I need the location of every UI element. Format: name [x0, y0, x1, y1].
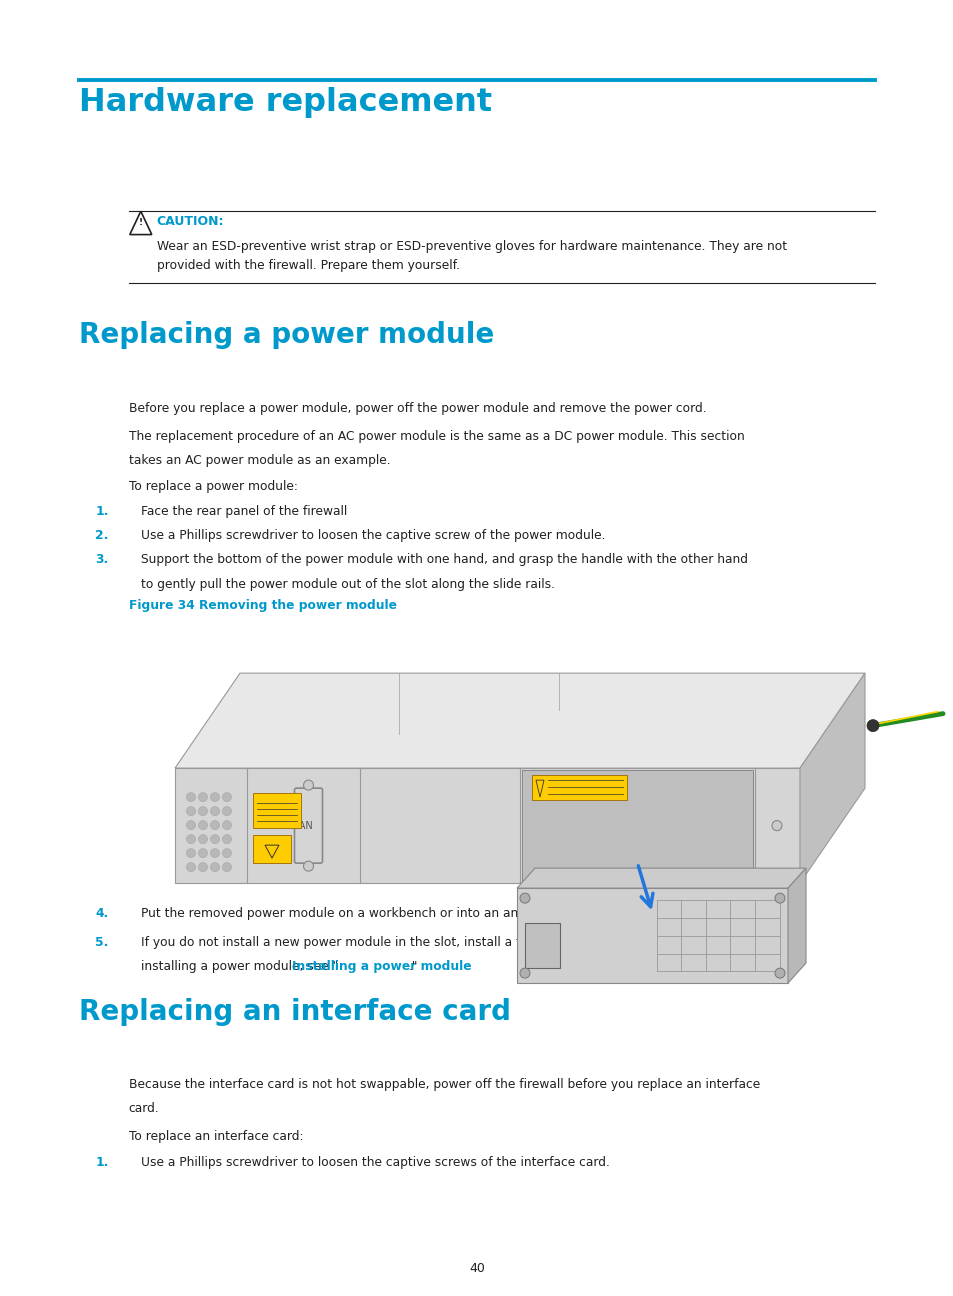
Text: card.: card.: [129, 1102, 159, 1115]
Circle shape: [211, 806, 219, 815]
Text: 4.: 4.: [95, 907, 109, 920]
Text: Put the removed power module on a workbench or into an antistatic bag.: Put the removed power module on a workbe…: [141, 907, 591, 920]
Text: Use a Phillips screwdriver to loosen the captive screws of the interface card.: Use a Phillips screwdriver to loosen the…: [141, 1156, 609, 1169]
Text: 1.: 1.: [95, 1156, 109, 1169]
Circle shape: [211, 820, 219, 829]
Circle shape: [198, 849, 208, 858]
Circle shape: [198, 820, 208, 829]
Text: PWR1: PWR1: [617, 885, 639, 894]
Circle shape: [198, 863, 208, 872]
Text: CAUTION:: CAUTION:: [156, 215, 224, 228]
Text: .": .": [409, 960, 418, 973]
Circle shape: [211, 863, 219, 872]
Text: Support the bottom of the power module with one hand, and grasp the handle with : Support the bottom of the power module w…: [141, 553, 747, 566]
Text: Use a Phillips screwdriver to loosen the captive screw of the power module.: Use a Phillips screwdriver to loosen the…: [141, 529, 605, 542]
Text: !: !: [138, 219, 143, 227]
Circle shape: [211, 793, 219, 802]
Polygon shape: [174, 673, 864, 769]
Text: Because the interface card is not hot swappable, power off the firewall before y: Because the interface card is not hot sw…: [129, 1078, 760, 1091]
Circle shape: [222, 863, 232, 872]
Circle shape: [198, 793, 208, 802]
Circle shape: [186, 835, 195, 844]
Text: FAN: FAN: [294, 820, 313, 831]
Polygon shape: [517, 868, 805, 888]
Circle shape: [774, 893, 784, 903]
Text: Replacing a power module: Replacing a power module: [79, 321, 494, 350]
Text: Figure 34 Removing the power module: Figure 34 Removing the power module: [129, 599, 396, 612]
Text: 3.: 3.: [95, 553, 109, 566]
Circle shape: [222, 793, 232, 802]
Text: Replacing an interface card: Replacing an interface card: [79, 998, 511, 1026]
Polygon shape: [517, 888, 787, 984]
Circle shape: [303, 861, 314, 871]
Circle shape: [186, 806, 195, 815]
FancyBboxPatch shape: [532, 775, 626, 800]
Circle shape: [186, 849, 195, 858]
Text: Hardware replacement: Hardware replacement: [79, 87, 492, 118]
FancyBboxPatch shape: [521, 770, 752, 881]
Text: to gently pull the power module out of the slot along the slide rails.: to gently pull the power module out of t…: [141, 578, 555, 591]
Circle shape: [519, 893, 530, 903]
Circle shape: [222, 849, 232, 858]
Text: 1.: 1.: [95, 505, 109, 518]
Circle shape: [186, 793, 195, 802]
Text: Face the rear panel of the firewall: Face the rear panel of the firewall: [141, 505, 347, 518]
Polygon shape: [800, 673, 864, 883]
Circle shape: [519, 968, 530, 978]
Text: 5.: 5.: [95, 936, 109, 949]
Circle shape: [211, 849, 219, 858]
Text: 2.: 2.: [95, 529, 109, 542]
Text: To replace an interface card:: To replace an interface card:: [129, 1130, 303, 1143]
Polygon shape: [787, 868, 805, 984]
FancyBboxPatch shape: [253, 835, 291, 863]
Text: Wear an ESD-preventive wrist strap or ESD-preventive gloves for hardware mainten: Wear an ESD-preventive wrist strap or ES…: [156, 240, 786, 253]
Circle shape: [866, 719, 878, 732]
Text: 40: 40: [469, 1262, 484, 1275]
Circle shape: [303, 780, 314, 791]
Text: The replacement procedure of an AC power module is the same as a DC power module: The replacement procedure of an AC power…: [129, 430, 743, 443]
Polygon shape: [174, 769, 800, 883]
Circle shape: [198, 806, 208, 815]
Text: Installing a power module: Installing a power module: [292, 960, 471, 973]
Circle shape: [222, 820, 232, 829]
Text: takes an AC power module as an example.: takes an AC power module as an example.: [129, 454, 390, 467]
Circle shape: [771, 820, 781, 831]
FancyBboxPatch shape: [524, 923, 559, 968]
Text: To replace a power module:: To replace a power module:: [129, 480, 297, 492]
Circle shape: [186, 820, 195, 829]
Text: installing a power module, see ": installing a power module, see ": [141, 960, 338, 973]
Circle shape: [186, 863, 195, 872]
Text: If you do not install a new power module in the slot, install a filler panel. Fo: If you do not install a new power module…: [141, 936, 721, 949]
Circle shape: [774, 968, 784, 978]
Circle shape: [211, 835, 219, 844]
Circle shape: [222, 835, 232, 844]
Text: provided with the firewall. Prepare them yourself.: provided with the firewall. Prepare them…: [156, 259, 459, 272]
FancyBboxPatch shape: [253, 793, 301, 828]
Circle shape: [222, 806, 232, 815]
Text: Before you replace a power module, power off the power module and remove the pow: Before you replace a power module, power…: [129, 402, 705, 415]
Circle shape: [198, 835, 208, 844]
